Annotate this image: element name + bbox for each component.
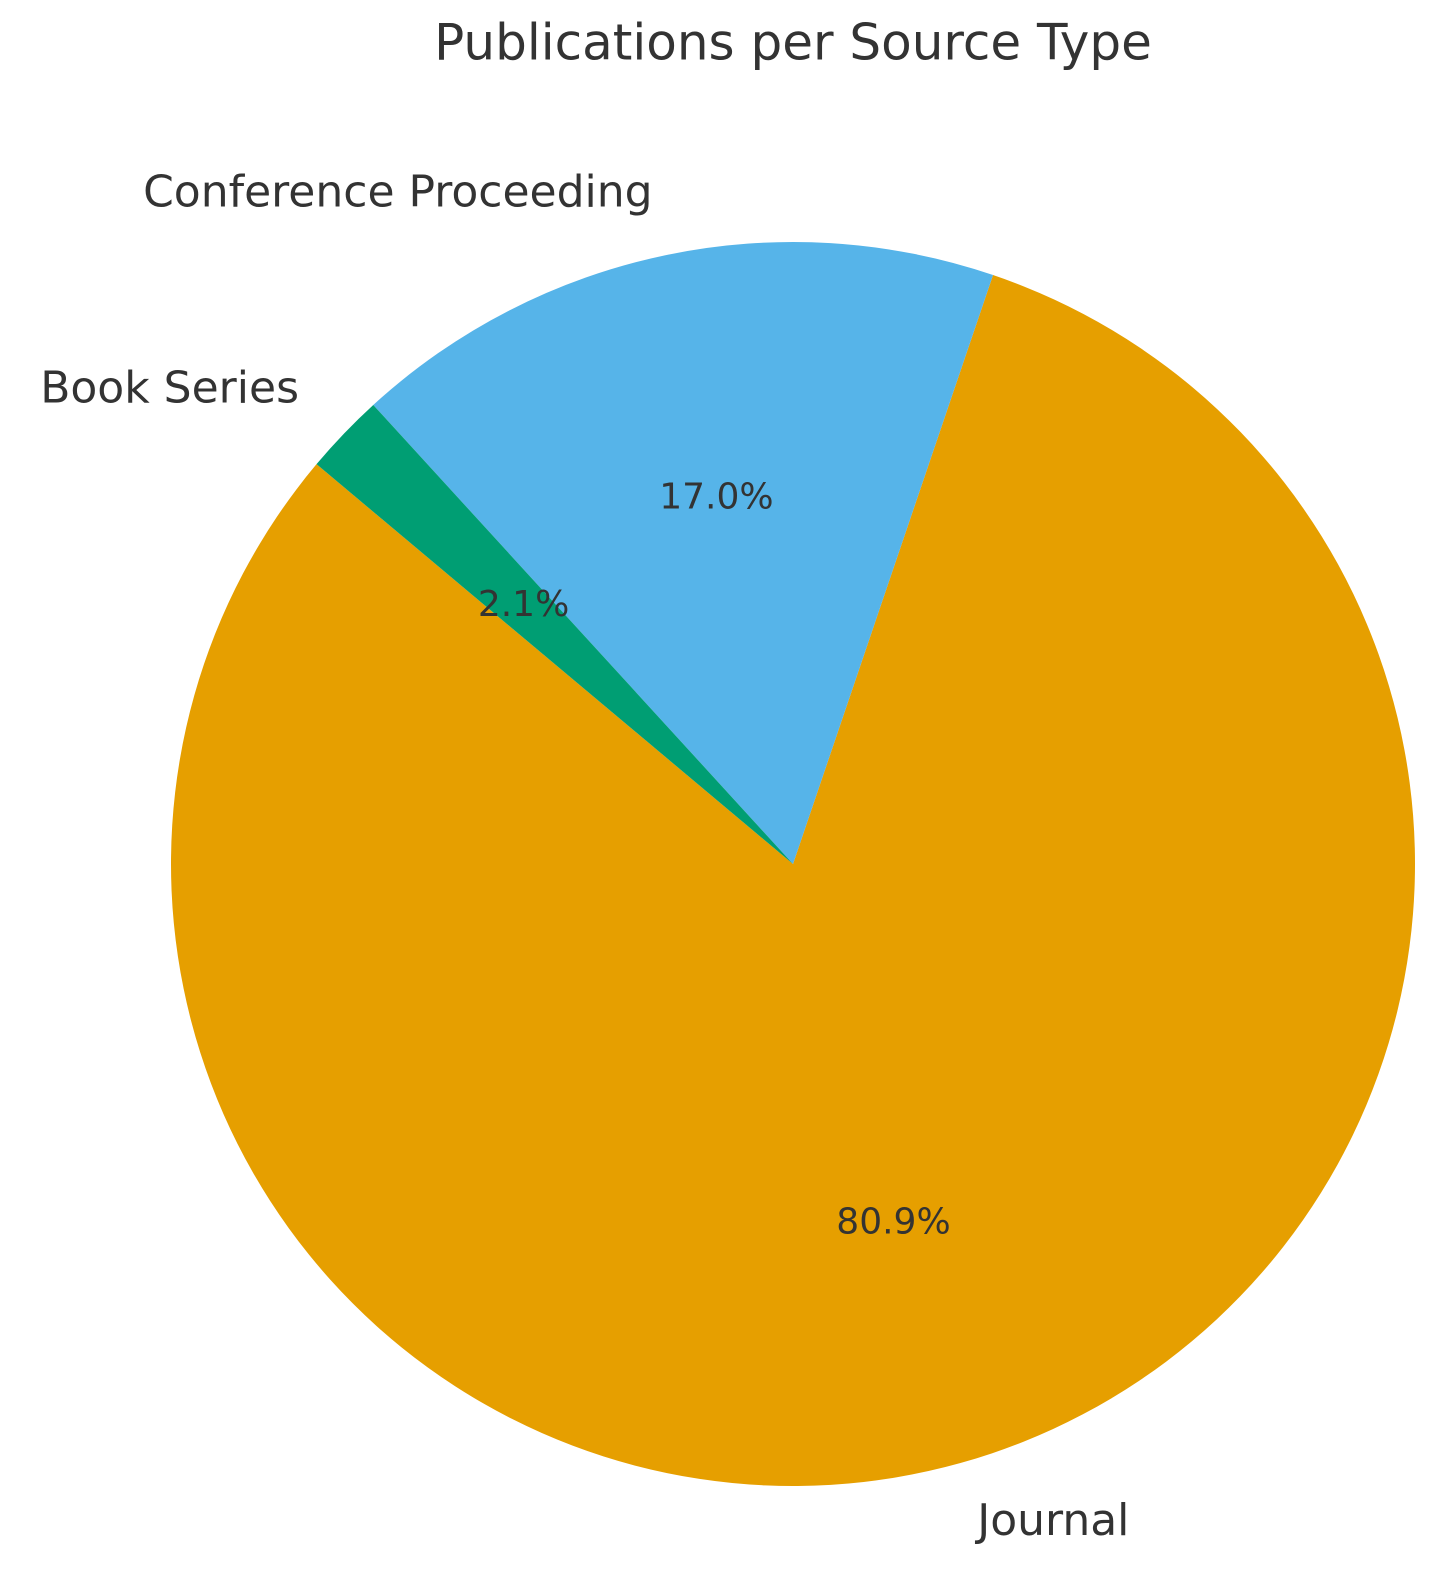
chart-title: Publications per Source Type [434,14,1152,72]
slice-label: Book Series [40,363,299,414]
slice-label: Journal [974,1495,1129,1546]
value-label: 2.1% [478,584,569,625]
slice-label: Conference Proceeding [143,166,653,217]
value-label: 80.9% [836,1201,950,1242]
pie-slice [373,242,994,864]
value-label: 17.0% [659,477,773,518]
pie-slice [316,404,793,864]
pie-slice [170,275,1415,1486]
